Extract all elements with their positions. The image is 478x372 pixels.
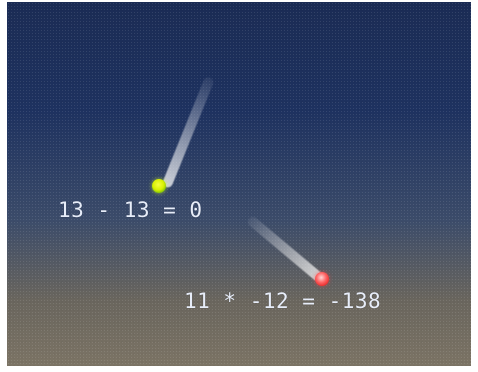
- red-ball: [315, 272, 329, 286]
- equation-2: 11 * -12 = -138: [184, 289, 382, 313]
- game-canvas: 13 - 13 = 0 11 * -12 = -138: [7, 2, 471, 366]
- green-ball-trail: [161, 75, 215, 189]
- red-ball-trail: [245, 214, 325, 283]
- green-ball: [152, 179, 166, 193]
- equation-1: 13 - 13 = 0: [58, 198, 203, 222]
